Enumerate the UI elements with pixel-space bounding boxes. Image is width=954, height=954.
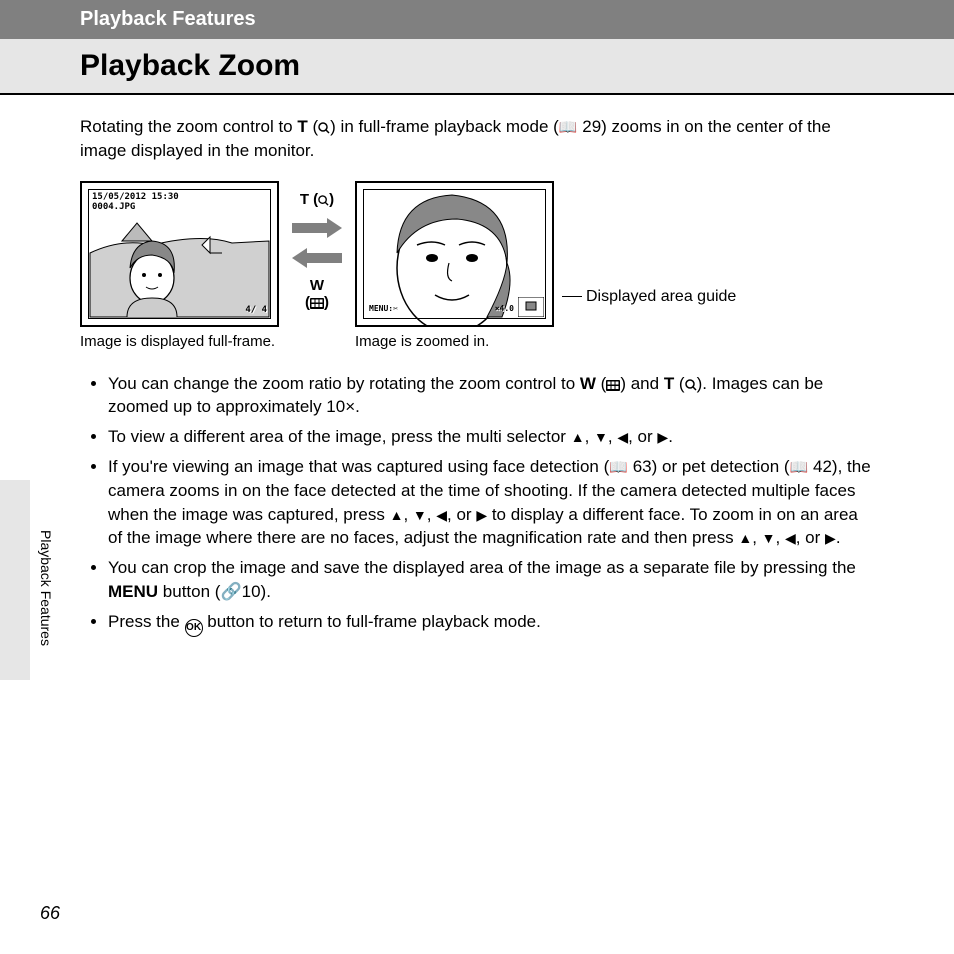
book-icon: 📖: [559, 119, 578, 136]
up-triangle-icon: ▲: [390, 507, 404, 523]
figure-zoomed: MENU:✂ ×4.0 Image is zoomed in.: [355, 181, 554, 352]
menu-text: MENU: [369, 304, 388, 313]
list-item: If you're viewing an image that was capt…: [108, 455, 874, 550]
bullet-text: Press the: [108, 612, 185, 631]
arrow-right-icon: [292, 218, 342, 238]
down-triangle-icon: ▼: [762, 530, 776, 546]
w-letter: W: [310, 277, 324, 294]
bullet-list: You can change the zoom ratio by rotatin…: [80, 372, 874, 637]
bullet-text: ).: [261, 582, 271, 601]
right-triangle-icon: ▶: [657, 429, 668, 445]
up-triangle-icon: ▲: [571, 429, 585, 445]
intro-paragraph: Rotating the zoom control to T () in ful…: [80, 115, 874, 163]
side-section-label: Playback Features: [38, 530, 54, 646]
thumbnail-icon: [310, 298, 324, 309]
lcd-filename: 0004.JPG: [92, 201, 135, 214]
zoom-in-icon: [685, 379, 697, 391]
w-label: W: [580, 374, 596, 393]
bullet-text: .: [668, 427, 673, 446]
zoom-in-icon: (): [312, 117, 335, 136]
lcd-counter: 4/ 4: [245, 304, 267, 317]
menu-label: MENU: [108, 582, 158, 601]
figure-caption: Image is zoomed in.: [355, 331, 489, 352]
list-item: To view a different area of the image, p…: [108, 425, 874, 449]
down-triangle-icon: ▼: [413, 507, 427, 523]
intro-text: in full-frame playback mode (: [341, 117, 559, 136]
list-item: Press the OK button to return to full-fr…: [108, 610, 874, 637]
right-triangle-icon: ▶: [825, 530, 836, 546]
down-triangle-icon: ▼: [594, 429, 608, 445]
t-letter: T: [300, 191, 309, 208]
list-item: You can change the zoom ratio by rotatin…: [108, 372, 874, 420]
figure-row: 15/05/2012 15:30 0004.JPG 4/ 4 Image is …: [80, 181, 874, 352]
ref-page: 63: [633, 457, 652, 476]
t-label: T: [664, 374, 674, 393]
ref-page: 42: [813, 457, 832, 476]
side-tab: [0, 480, 30, 680]
list-item: You can crop the image and save the disp…: [108, 556, 874, 604]
left-triangle-icon: ◀: [617, 429, 628, 445]
bullet-text: If you're viewing an image that was capt…: [108, 457, 609, 476]
zoom-in-icon: [318, 195, 329, 206]
area-guide-icon: [518, 297, 544, 317]
thumbnail-icon: [606, 380, 620, 391]
page-title: Playback Zoom: [0, 39, 954, 95]
section-header: Playback Features: [0, 0, 954, 39]
book-icon: 📖: [609, 459, 628, 476]
t-zoom-label: T (): [300, 192, 334, 209]
arrow-left-icon: [292, 248, 342, 268]
lcd-screen-zoomed: MENU:✂ ×4.0: [355, 181, 554, 327]
main-content: Rotating the zoom control to T () in ful…: [0, 95, 954, 637]
figure-full-frame: 15/05/2012 15:30 0004.JPG 4/ 4 Image is …: [80, 181, 279, 352]
right-triangle-icon: ▶: [476, 507, 487, 523]
guide-text: Displayed area guide: [586, 286, 736, 308]
intro-text: Rotating the zoom control to: [80, 117, 297, 136]
ref-page: 10: [242, 582, 261, 601]
lcd-zoom-ratio: ×4.0: [495, 303, 514, 314]
lcd-menu-label: MENU:✂: [369, 303, 398, 314]
book-icon: 📖: [790, 459, 809, 476]
lcd-screen-full: 15/05/2012 15:30 0004.JPG 4/ 4: [80, 181, 279, 327]
up-triangle-icon: ▲: [738, 530, 752, 546]
figure-caption: Image is displayed full-frame.: [80, 331, 275, 352]
bullet-text: and: [631, 374, 664, 393]
bullet-text: To view a different area of the image, p…: [108, 427, 571, 446]
bullet-text: .: [836, 528, 841, 547]
left-triangle-icon: ◀: [436, 507, 447, 523]
bullet-text: ) or pet detection (: [652, 457, 790, 476]
ok-button-icon: OK: [185, 619, 203, 637]
bullet-text: button to return to full-frame playback …: [203, 612, 541, 631]
left-triangle-icon: ◀: [785, 530, 796, 546]
ref-icon: 🔗: [220, 582, 241, 601]
t-label: T: [297, 117, 307, 136]
page-number: 66: [40, 903, 60, 924]
w-zoom-label: W(): [305, 278, 329, 311]
zoom-arrows: T () W(): [287, 181, 347, 323]
bullet-text: You can crop the image and save the disp…: [108, 558, 856, 577]
ref-page: 29: [582, 117, 601, 136]
guide-callout: Displayed area guide: [562, 286, 736, 308]
bullet-text: button (: [158, 582, 220, 601]
bullet-text: You can change the zoom ratio by rotatin…: [108, 374, 580, 393]
